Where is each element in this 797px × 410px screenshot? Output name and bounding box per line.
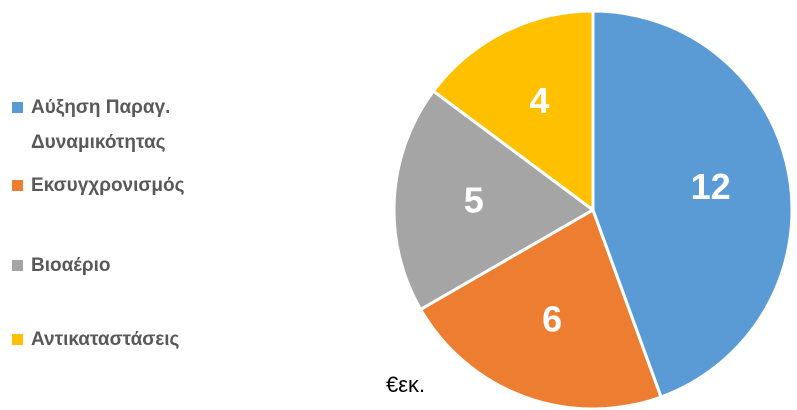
pie-slice <box>392 89 596 312</box>
data-label: 5 <box>464 180 484 221</box>
data-label: 4 <box>529 80 549 121</box>
data-label: 12 <box>691 166 731 207</box>
legend-label: Αντικαταστάσεις <box>31 329 180 350</box>
legend-swatch <box>12 260 23 271</box>
legend-entry: Αντικαταστάσεις <box>12 322 221 357</box>
legend-entry: Βιοαέριο <box>12 248 221 283</box>
legend-swatch <box>12 180 23 191</box>
legend-label: Εκσυγχρονισμός <box>31 175 185 196</box>
annotation: €εκ. <box>386 372 425 397</box>
data-label: 6 <box>542 299 562 340</box>
legend-swatch <box>12 334 23 345</box>
legend-label: Βιοαέριο <box>31 255 111 276</box>
legend-entry: Αύξηση Παραγ. Δυναμικότητας <box>12 90 221 160</box>
legend-label: Αύξηση Παραγ. Δυναμικότητας <box>31 97 171 153</box>
pie-slice <box>591 9 794 399</box>
pie-slice <box>431 9 595 213</box>
pie-slice <box>418 207 663 410</box>
legend-swatch <box>12 102 23 113</box>
legend-entry: Εκσυγχρονισμός <box>12 168 221 203</box>
